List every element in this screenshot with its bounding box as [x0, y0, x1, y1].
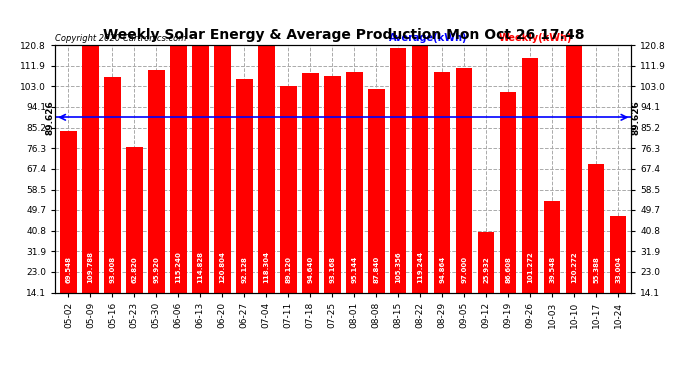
Bar [522, 58, 538, 292]
Bar [302, 73, 319, 292]
Bar [390, 48, 406, 292]
Text: 69.548: 69.548 [66, 256, 71, 283]
Bar [566, 13, 582, 292]
Text: Weekly(kWh): Weekly(kWh) [499, 33, 572, 42]
Bar [170, 25, 186, 293]
Bar [192, 26, 208, 292]
Text: 86.608: 86.608 [505, 256, 511, 283]
Text: 118.304: 118.304 [264, 251, 269, 283]
Text: 109.788: 109.788 [88, 251, 93, 283]
Bar [434, 72, 451, 292]
Bar [368, 89, 384, 292]
Text: 89.120: 89.120 [285, 256, 291, 283]
Text: 115.240: 115.240 [175, 251, 181, 283]
Text: 95.920: 95.920 [153, 256, 159, 283]
Bar [500, 92, 516, 292]
Bar [214, 12, 230, 292]
Bar [324, 76, 341, 292]
Bar [258, 18, 275, 292]
Text: 114.828: 114.828 [197, 251, 204, 283]
Bar [104, 77, 121, 292]
Bar [126, 147, 143, 292]
Bar [478, 232, 495, 292]
Text: 89.626: 89.626 [46, 100, 55, 135]
Text: 55.388: 55.388 [593, 256, 599, 283]
Bar [588, 164, 604, 292]
Text: 93.168: 93.168 [329, 256, 335, 283]
Text: 93.008: 93.008 [110, 256, 115, 283]
Bar [346, 72, 362, 292]
Text: 92.128: 92.128 [241, 256, 247, 283]
Bar [280, 86, 297, 292]
Text: 62.820: 62.820 [131, 256, 137, 283]
Text: Average(kWh): Average(kWh) [389, 33, 468, 42]
Text: 89.626: 89.626 [632, 100, 641, 135]
Bar [456, 68, 473, 292]
Text: Copyright 2020 Cartronics.com: Copyright 2020 Cartronics.com [55, 33, 186, 42]
Text: 95.144: 95.144 [351, 256, 357, 283]
Text: 97.000: 97.000 [461, 256, 467, 283]
Text: 120.804: 120.804 [219, 251, 226, 283]
Text: 94.864: 94.864 [440, 256, 445, 283]
Bar [60, 131, 77, 292]
Text: 33.004: 33.004 [615, 256, 621, 283]
Text: 94.640: 94.640 [307, 256, 313, 283]
Bar [236, 79, 253, 292]
Title: Weekly Solar Energy & Average Production Mon Oct 26 17:48: Weekly Solar Energy & Average Production… [103, 28, 584, 42]
Text: 87.840: 87.840 [373, 256, 380, 283]
Bar [82, 38, 99, 292]
Bar [412, 16, 428, 292]
Text: 25.932: 25.932 [483, 256, 489, 283]
Text: 39.548: 39.548 [549, 256, 555, 283]
Text: 101.272: 101.272 [527, 252, 533, 283]
Text: 119.244: 119.244 [417, 251, 423, 283]
Bar [610, 216, 627, 292]
Bar [544, 201, 560, 292]
Bar [148, 70, 165, 292]
Text: 105.356: 105.356 [395, 252, 402, 283]
Text: 120.272: 120.272 [571, 252, 577, 283]
